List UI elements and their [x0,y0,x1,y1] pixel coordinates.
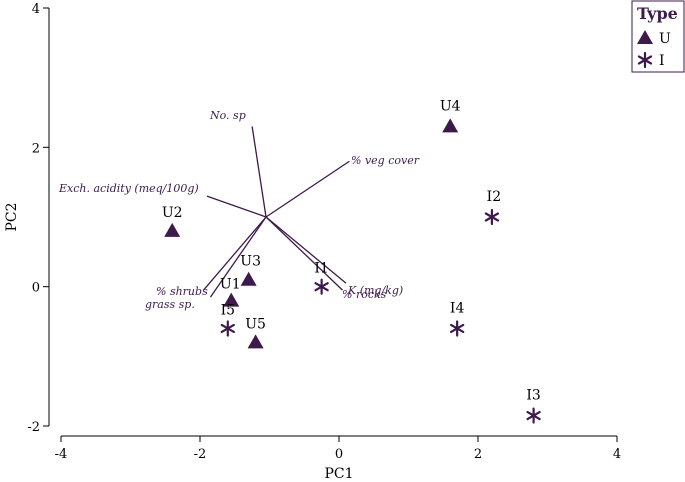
loading-vector [202,216,267,291]
loading-vectors: No. sp % veg cover Exch. acidity (meq/100g… [58,109,420,311]
point-label: I3 [526,388,540,404]
y-tick-label: 2 [32,141,40,156]
axes [48,8,617,437]
point-marker-asterisk [484,208,500,226]
legend-entries: UI [637,30,671,69]
point-marker-triangle [240,271,257,286]
legend: Type UI [631,0,685,73]
point-marker-asterisk [449,320,465,337]
legend-entry-label: U [659,31,671,47]
loading-vector [206,195,267,218]
point-label: U5 [245,316,266,332]
ticks: -4 -2 0 2 4 -2 0 2 4 [27,2,621,462]
vector-label: % shrubs [156,285,208,298]
point-marker-asterisk [220,320,235,337]
loading-vector [265,160,350,218]
point-label: I2 [487,189,501,205]
vector-label: No. sp [209,109,246,122]
point-marker-triangle [223,292,240,307]
loading-vector [265,216,343,291]
data-points: U1 U2 U3 U4 U5 I1 I2 I3 I4 I5 [162,98,541,424]
loading-vector [209,216,267,298]
point-label: U1 [220,277,241,293]
y-axis-title: PC2 [4,202,20,231]
y-tick-label: 4 [32,2,40,17]
point-marker-triangle [164,222,181,237]
loading-vector [251,126,267,218]
vector-label: K (mg/kg) [347,284,403,297]
loading-vector [265,216,347,284]
point-label: I4 [450,300,465,316]
point-marker-triangle [442,118,459,133]
y-tick-label: -2 [27,420,40,435]
point-label: U3 [240,254,261,270]
vector-label: % rocks [342,288,387,301]
point-label: U2 [162,205,183,221]
vector-label: grass sp. [145,298,195,311]
point-marker-triangle [247,334,264,349]
legend-marker-asterisk [637,51,653,69]
legend-marker-triangle [637,30,653,44]
legend-entry-label: I [659,53,665,69]
point-marker-asterisk [314,278,329,295]
x-tick-label: -2 [194,447,207,462]
point-marker-asterisk [526,407,541,424]
x-tick-label: 2 [474,447,482,462]
y-tick-label: 0 [32,281,40,296]
point-label: U4 [440,98,461,114]
vector-label: Exch. acidity (meq/100g) [58,182,199,195]
vector-label: % veg cover [351,154,420,167]
legend-title: Type [637,4,678,23]
legend-box [631,0,685,73]
point-label: I1 [314,261,328,277]
x-tick-label: 0 [335,447,343,462]
x-tick-label: 4 [613,447,621,462]
x-tick-label: -4 [55,447,68,462]
point-label: I5 [221,302,235,318]
x-axis-title: PC1 [324,466,353,482]
